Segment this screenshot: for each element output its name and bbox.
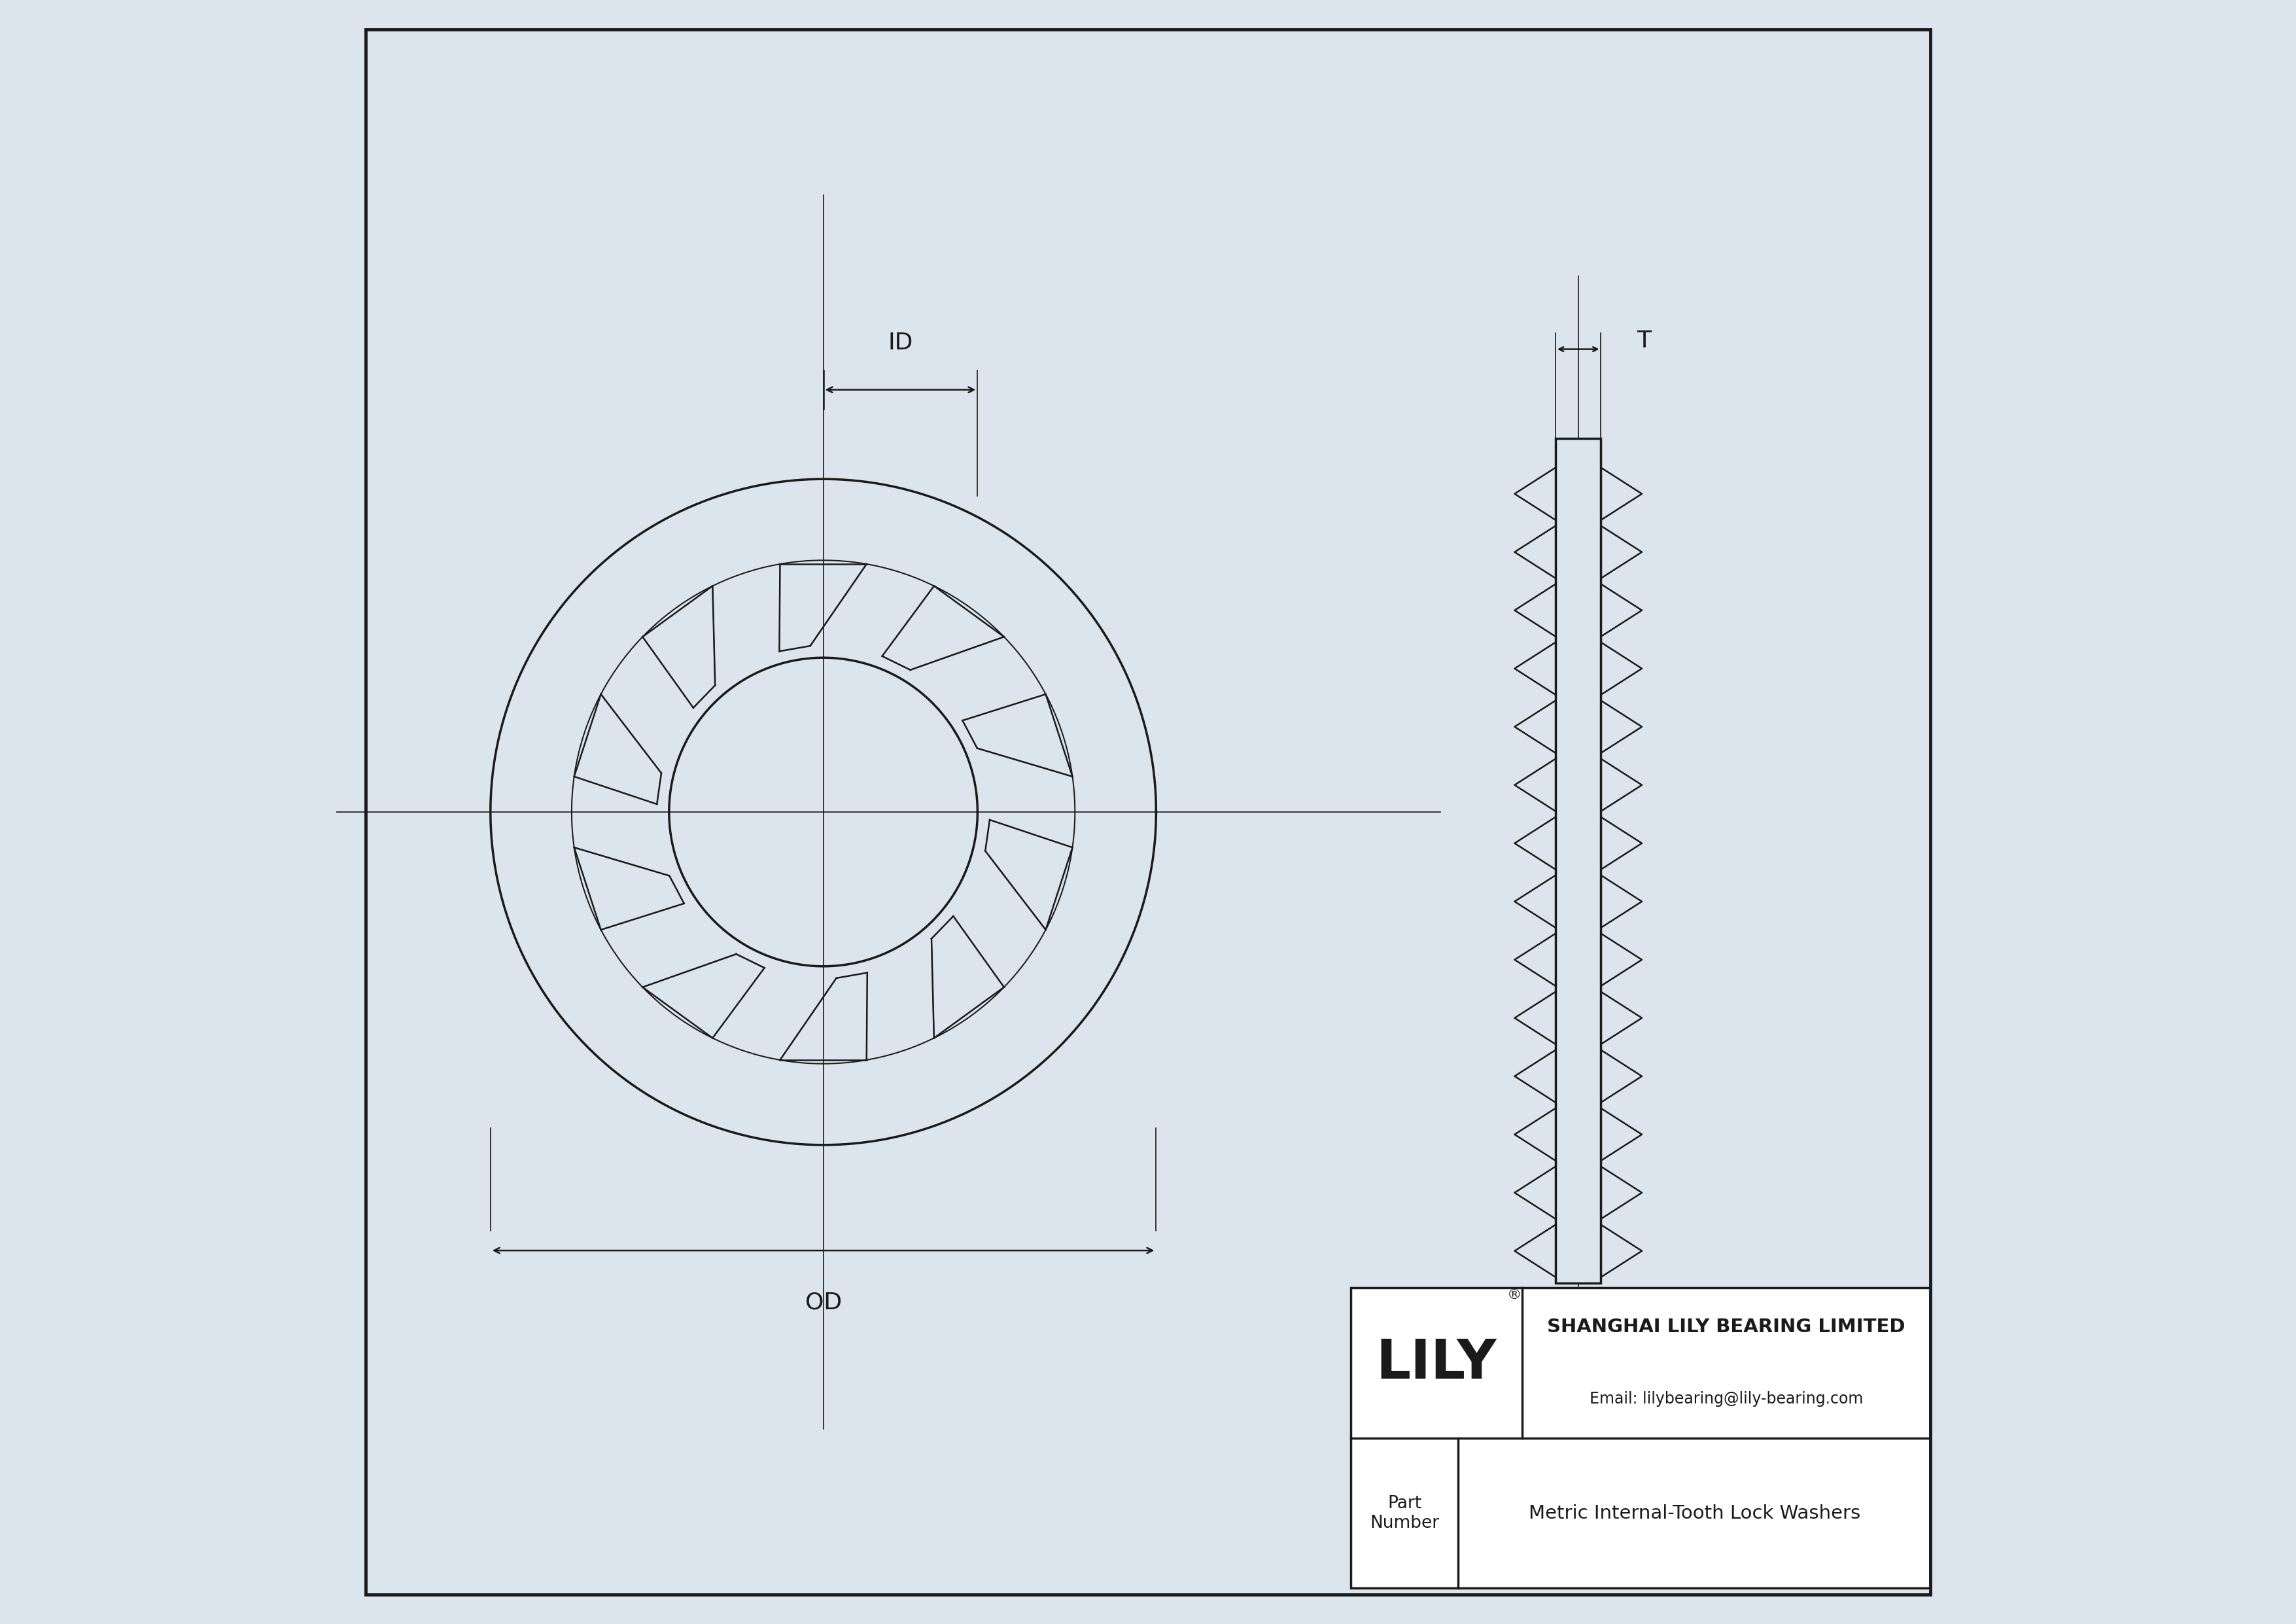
Bar <box>1554 438 1600 1283</box>
Text: ®: ® <box>1506 1288 1522 1301</box>
Bar <box>1350 1288 1931 1588</box>
Text: SHANGHAI LILY BEARING LIMITED: SHANGHAI LILY BEARING LIMITED <box>1548 1319 1906 1337</box>
Text: ID: ID <box>889 331 914 354</box>
Text: OD: OD <box>806 1291 843 1314</box>
Text: Metric Internal-Tooth Lock Washers: Metric Internal-Tooth Lock Washers <box>1529 1504 1860 1522</box>
Text: LILY: LILY <box>1375 1337 1497 1390</box>
Text: Email: lilybearing@lily-bearing.com: Email: lilybearing@lily-bearing.com <box>1589 1390 1862 1406</box>
Text: Part
Number: Part Number <box>1371 1494 1440 1531</box>
Text: T: T <box>1637 330 1651 352</box>
